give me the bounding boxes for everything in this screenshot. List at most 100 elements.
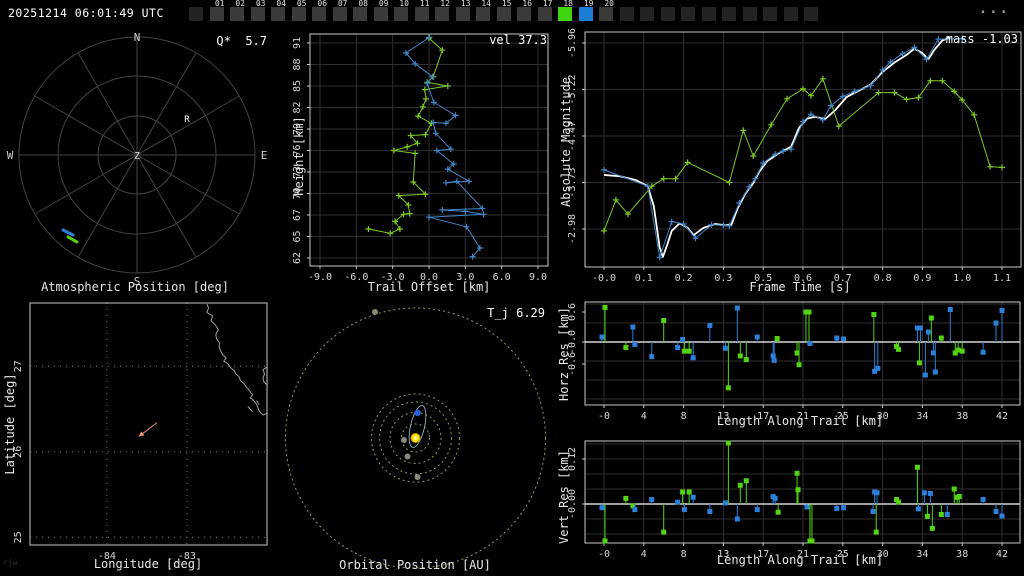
svg-text:30: 30 bbox=[877, 549, 889, 560]
frame-box-11[interactable]: 11 bbox=[414, 0, 430, 21]
orbital-position-panel: T_j 6.29 Orbital Position [AU] bbox=[280, 298, 555, 576]
trail-offset-panel: -9.0 -6.0 -3.0 0.0 3.0 6.0 9.0 91 88 85 82 79 76 73 70… bbox=[290, 28, 555, 298]
frame-label: 01 bbox=[214, 0, 225, 8]
watermark: rjw bbox=[3, 558, 18, 567]
frame-box[interactable] bbox=[619, 7, 634, 21]
svg-text:65: 65 bbox=[292, 230, 303, 242]
horz-residuals-panel: -0 4 8 13 17 21 25 30 34 38 42 0.6 -0.0 -0.6 Horz Res… bbox=[555, 298, 1024, 438]
svg-text:38: 38 bbox=[956, 549, 968, 560]
frame-box-19[interactable]: 19 bbox=[578, 0, 594, 21]
svg-text:-83: -83 bbox=[178, 551, 196, 562]
svg-text:73: 73 bbox=[292, 166, 303, 178]
frame-label: 02 bbox=[235, 0, 245, 8]
frame-box[interactable] bbox=[763, 7, 777, 21]
frame-label: 17 bbox=[542, 0, 553, 8]
frame-box-10[interactable]: 10 bbox=[394, 0, 409, 21]
timestamp: 20251214 06:01:49 UTC bbox=[8, 6, 164, 20]
svg-text:9.0: 9.0 bbox=[529, 272, 547, 283]
horz-res-y-axis-label: Horz Res [km] bbox=[557, 307, 571, 401]
horz-res-x-axis-label: Length Along Trail [km] bbox=[716, 414, 884, 428]
frame-box[interactable] bbox=[742, 7, 757, 21]
frame-label: 18 bbox=[563, 0, 573, 8]
frame-label: 03 bbox=[255, 0, 266, 8]
frame-box[interactable] bbox=[189, 7, 203, 21]
frame-label: 07 bbox=[337, 0, 348, 8]
svg-text:1.0: 1.0 bbox=[953, 273, 971, 284]
overflow-menu[interactable]: ... bbox=[978, 1, 1010, 17]
frame-box-05[interactable]: 05 bbox=[291, 0, 307, 21]
frame-box-20[interactable]: 20 bbox=[599, 0, 614, 21]
atmospheric-position-plot: N S E W Z R bbox=[7, 31, 268, 288]
frame-box[interactable] bbox=[660, 7, 675, 21]
frame-box-14[interactable]: 14 bbox=[476, 0, 491, 21]
frame-box-03[interactable]: 03 bbox=[250, 0, 266, 21]
svg-text:Z: Z bbox=[134, 151, 140, 162]
frame-box-07[interactable]: 07 bbox=[332, 0, 348, 21]
svg-text:0.7: 0.7 bbox=[834, 273, 852, 284]
frame-box-17[interactable]: 17 bbox=[537, 0, 553, 21]
frame-label: 14 bbox=[481, 0, 491, 8]
frame-label: 13 bbox=[460, 0, 471, 8]
frame-box-13[interactable]: 13 bbox=[455, 0, 471, 21]
svg-text:26: 26 bbox=[13, 446, 24, 458]
svg-text:38: 38 bbox=[956, 411, 968, 422]
svg-text:0.6: 0.6 bbox=[567, 303, 578, 321]
atmospheric-title: Atmospheric Position [deg] bbox=[41, 280, 229, 294]
latitude-y-axis-label: Latitude [deg] bbox=[3, 373, 17, 475]
svg-text:4: 4 bbox=[641, 549, 647, 560]
mass-annotation: mass -1.03 bbox=[945, 32, 1018, 46]
frame-label: 20 bbox=[604, 0, 614, 8]
frame-box-06[interactable]: 06 bbox=[312, 0, 327, 21]
svg-text:1.1: 1.1 bbox=[993, 273, 1011, 284]
frame-label: 08 bbox=[358, 0, 368, 8]
frame-box-01[interactable]: 01 bbox=[209, 0, 225, 21]
frame-box-15[interactable]: 15 bbox=[496, 0, 512, 21]
frame-box[interactable] bbox=[722, 7, 736, 21]
frame-box[interactable] bbox=[783, 7, 798, 21]
frame-box-08[interactable]: 08 bbox=[353, 0, 368, 21]
svg-text:W: W bbox=[7, 149, 14, 162]
svg-text:-3.0: -3.0 bbox=[381, 272, 405, 283]
svg-text:17: 17 bbox=[757, 411, 769, 422]
frame-label: 11 bbox=[419, 0, 430, 8]
frame-box-02[interactable]: 02 bbox=[230, 0, 245, 21]
frame-box[interactable] bbox=[804, 7, 818, 21]
vert-residuals-panel: -0 4 8 13 17 21 25 30 34 38 42 0.12 -0.00 Vert Res [… bbox=[555, 436, 1024, 576]
longitude-x-axis-label: Longitude [deg] bbox=[93, 557, 203, 571]
svg-text:-0: -0 bbox=[598, 549, 610, 560]
svg-text:-0: -0 bbox=[598, 411, 610, 422]
frame-box[interactable] bbox=[701, 7, 716, 21]
frame-label: 19 bbox=[583, 0, 594, 8]
svg-text:30: 30 bbox=[877, 411, 889, 422]
svg-text:25: 25 bbox=[837, 549, 849, 560]
frame-box[interactable] bbox=[681, 7, 695, 21]
svg-text:-5.96: -5.96 bbox=[567, 28, 578, 58]
frame-time-x-axis-label: Frame Time [s] bbox=[749, 280, 851, 294]
frame-box-04[interactable]: 04 bbox=[271, 0, 286, 21]
frame-box-18[interactable]: 18 bbox=[558, 0, 573, 21]
svg-text:13: 13 bbox=[717, 411, 729, 422]
frame-strip: 01 02 03 04 05 06 07 08 09 10 11 12 13 14 15 16 17 18 19 20 bbox=[0, 0, 960, 28]
svg-text:0.9: 0.9 bbox=[913, 273, 931, 284]
svg-text:25: 25 bbox=[837, 411, 849, 422]
svg-text:-0.00: -0.00 bbox=[567, 489, 578, 519]
frame-label: 06 bbox=[317, 0, 327, 8]
frame-box-09[interactable]: 09 bbox=[373, 0, 389, 21]
svg-text:0.1: 0.1 bbox=[635, 273, 653, 284]
svg-text:42: 42 bbox=[996, 549, 1008, 560]
frame-box-16[interactable]: 16 bbox=[517, 0, 532, 21]
svg-text:S: S bbox=[134, 275, 141, 288]
frame-label: 10 bbox=[399, 0, 409, 8]
frame-box-12[interactable]: 12 bbox=[435, 0, 450, 21]
ground-track-panel: -84 -83 27 26 25 Latitude [deg] Longitude [d… bbox=[0, 298, 280, 576]
svg-text:0.12: 0.12 bbox=[567, 447, 578, 471]
svg-text:70: 70 bbox=[292, 187, 303, 199]
svg-text:25: 25 bbox=[13, 531, 24, 543]
vert-residuals-plot: -0 4 8 13 17 21 25 30 34 38 42 0.12 -0.00 bbox=[567, 440, 1021, 560]
svg-text:91: 91 bbox=[292, 37, 303, 49]
orbital-position-plot bbox=[285, 307, 546, 569]
magnitude-y-axis-label: Absolute Magnitude bbox=[559, 76, 573, 208]
atmospheric-position-panel: N S E W Z R Q* 5.7 Atmospheric Position [deg] bbox=[0, 28, 290, 298]
frame-box[interactable] bbox=[640, 7, 654, 21]
svg-text:0.8: 0.8 bbox=[874, 273, 892, 284]
